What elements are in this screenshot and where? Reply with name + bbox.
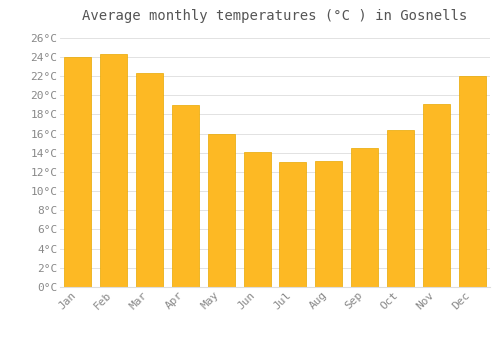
Bar — [172, 105, 199, 287]
Bar — [100, 54, 127, 287]
Bar — [64, 57, 92, 287]
Bar — [423, 104, 450, 287]
Title: Average monthly temperatures (°C ) in Gosnells: Average monthly temperatures (°C ) in Go… — [82, 9, 468, 23]
Bar — [316, 161, 342, 287]
Bar — [280, 162, 306, 287]
Bar — [387, 130, 414, 287]
Bar — [351, 148, 378, 287]
Bar — [458, 76, 485, 287]
Bar — [208, 134, 234, 287]
Bar — [136, 73, 163, 287]
Bar — [244, 152, 270, 287]
